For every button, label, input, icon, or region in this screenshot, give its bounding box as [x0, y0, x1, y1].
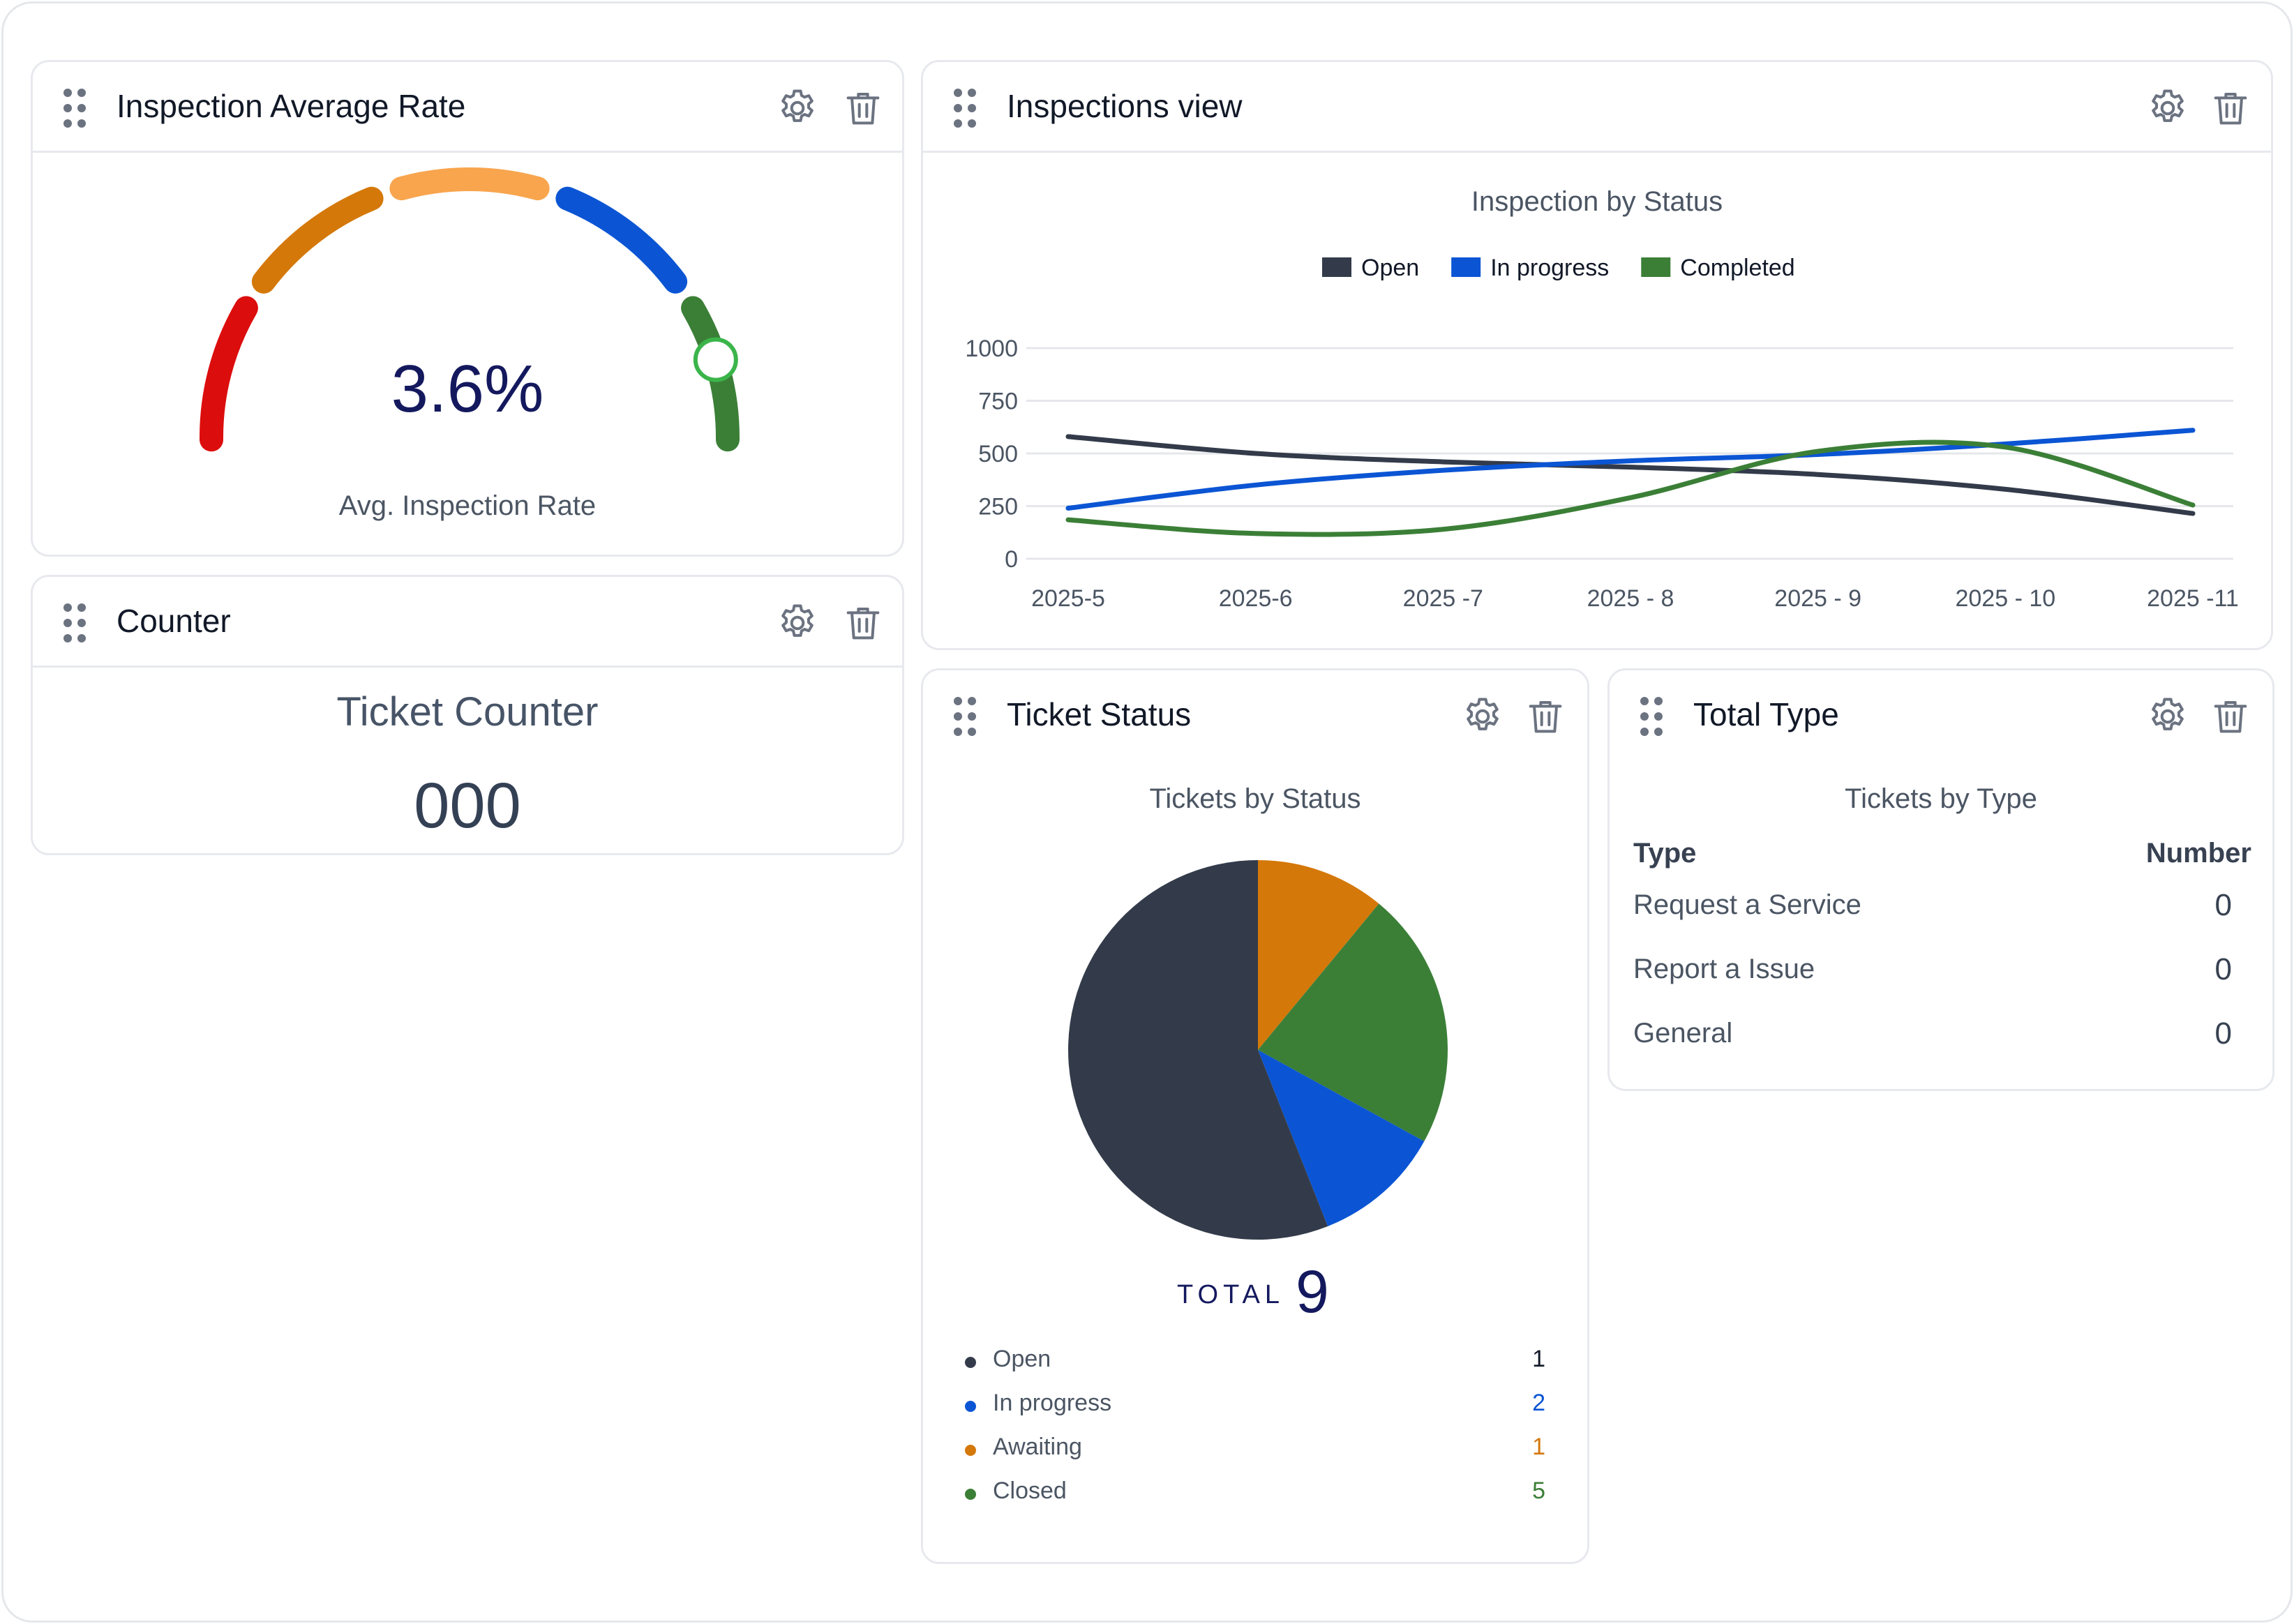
gauge-segment	[555, 186, 688, 294]
gauge-segment	[389, 167, 550, 201]
legend-item[interactable]: In progress 2	[965, 1390, 1545, 1424]
widget-header: Total Type	[1610, 670, 2272, 761]
total-label: TOTAL	[1177, 1280, 1284, 1309]
x-tick-label: 2025 - 9	[1774, 585, 1861, 612]
legend-item[interactable]: Closed 5	[965, 1478, 1545, 1512]
drag-handle-icon[interactable]	[954, 89, 977, 128]
widget-title: Total Type	[1693, 696, 1839, 732]
widget-header: Inspection Average Rate	[33, 62, 902, 153]
x-tick-label: 2025-6	[1219, 585, 1293, 612]
x-tick-label: 2025 - 8	[1587, 585, 1674, 612]
y-tick-label: 500	[978, 441, 1018, 467]
ticket-status-widget: Ticket Status Tickets by Status TOTAL 9 …	[921, 668, 1589, 1564]
legend-label: In progress	[993, 1390, 1112, 1416]
y-tick-label: 1000	[965, 336, 1018, 362]
table-title: Tickets by Type	[1845, 783, 2037, 814]
legend-dot	[965, 1489, 976, 1500]
inspection-average-rate-widget: Inspection Average Rate 3.6% Avg. Inspec…	[31, 60, 904, 557]
gear-icon[interactable]	[775, 86, 820, 130]
gear-icon[interactable]	[1460, 694, 1505, 739]
gauge-segment	[200, 296, 258, 452]
x-tick-label: 2025 -7	[1403, 585, 1483, 612]
legend-label[interactable]: Open	[1361, 255, 1419, 281]
gauge-caption: Avg. Inspection Rate	[338, 490, 597, 521]
pie-chart	[1068, 860, 1448, 1240]
legend-item[interactable]: Awaiting 1	[965, 1434, 1545, 1468]
legend-value: 1	[1532, 1346, 1545, 1372]
pie-slice-closed[interactable]	[1258, 903, 1448, 1142]
legend-value: 2	[1532, 1390, 1545, 1416]
legend-dot	[965, 1445, 976, 1456]
trash-icon[interactable]	[841, 86, 885, 130]
legend-dot	[965, 1357, 976, 1368]
counter-label: Ticket Counter	[336, 689, 599, 735]
widget-header: Counter	[33, 577, 902, 668]
column-header-number: Number	[2145, 838, 2251, 869]
drag-handle-icon[interactable]	[63, 89, 87, 128]
gauge-value: 3.6%	[391, 352, 544, 426]
widget-title: Inspections view	[1007, 88, 1243, 124]
line-chart: 0 250 500 750 1000 2025-5 2025-6 2025 -7 2025 - …	[965, 255, 2239, 612]
drag-handle-icon[interactable]	[1640, 697, 1664, 736]
total-type-widget: Total Type Tickets by Type Type Number R…	[1607, 668, 2274, 1091]
trash-icon[interactable]	[1523, 694, 1568, 739]
widget-title: Counter	[117, 603, 231, 639]
trash-icon[interactable]	[2208, 694, 2253, 739]
series-line-open[interactable]	[1065, 434, 2196, 516]
series-line-completed[interactable]	[1065, 439, 2196, 537]
counter-widget: Counter Ticket Counter 000	[31, 575, 904, 855]
pie-slice-awaiting[interactable]	[1258, 860, 1379, 1050]
y-tick-label: 750	[978, 389, 1018, 415]
y-tick-label: 250	[978, 494, 1018, 520]
widget-title: Ticket Status	[1007, 696, 1192, 732]
pie-slice-in-progress[interactable]	[1258, 1050, 1425, 1226]
number-cell: 0	[2214, 1016, 2232, 1051]
legend-swatch	[1641, 257, 1671, 277]
total-value: 9	[1296, 1258, 1329, 1325]
number-cell: 0	[2214, 952, 2232, 986]
legend-swatch	[1322, 257, 1351, 277]
x-tick-label: 2025 -11	[2147, 585, 2239, 612]
column-header-type: Type	[1633, 838, 1697, 869]
drag-handle-icon[interactable]	[954, 697, 977, 736]
number-cell: 0	[2214, 888, 2232, 922]
drag-handle-icon[interactable]	[63, 603, 87, 642]
gear-icon[interactable]	[775, 601, 820, 645]
gear-icon[interactable]	[2145, 86, 2190, 130]
widget-header: Inspections view	[923, 62, 2271, 153]
trash-icon[interactable]	[841, 601, 885, 645]
legend-value: 5	[1532, 1478, 1545, 1504]
type-cell: Report a Issue	[1633, 954, 1815, 984]
chart-title: Tickets by Status	[1149, 783, 1361, 814]
legend-label: Awaiting	[993, 1434, 1082, 1460]
y-tick-label: 0	[1005, 546, 1018, 573]
counter-value: 000	[414, 770, 521, 841]
type-cell: Request a Service	[1633, 889, 1861, 920]
x-tick-label: 2025 - 10	[1955, 585, 2055, 612]
x-tick-label: 2025-5	[1031, 585, 1105, 612]
legend-label[interactable]: In progress	[1490, 255, 1609, 281]
type-cell: General	[1633, 1018, 1733, 1048]
gear-icon[interactable]	[2145, 694, 2190, 739]
legend-dot	[965, 1401, 976, 1412]
gauge-chart	[200, 167, 740, 452]
series-line-in-progress[interactable]	[1065, 428, 2196, 511]
widget-title: Inspection Average Rate	[117, 88, 466, 124]
legend-label: Open	[993, 1346, 1051, 1372]
widget-header: Ticket Status	[923, 670, 1587, 761]
legend-label: Closed	[993, 1478, 1067, 1504]
chart-title: Inspection by Status	[1471, 186, 1723, 217]
gauge-segment	[251, 186, 384, 294]
trash-icon[interactable]	[2208, 86, 2253, 130]
legend-swatch	[1451, 257, 1481, 277]
legend-value: 1	[1532, 1434, 1545, 1460]
legend-item[interactable]: Open 1	[965, 1346, 1545, 1381]
gauge-marker	[693, 337, 738, 382]
legend-label[interactable]: Completed	[1680, 255, 1794, 281]
pie-slice-open[interactable]	[1068, 860, 1328, 1240]
